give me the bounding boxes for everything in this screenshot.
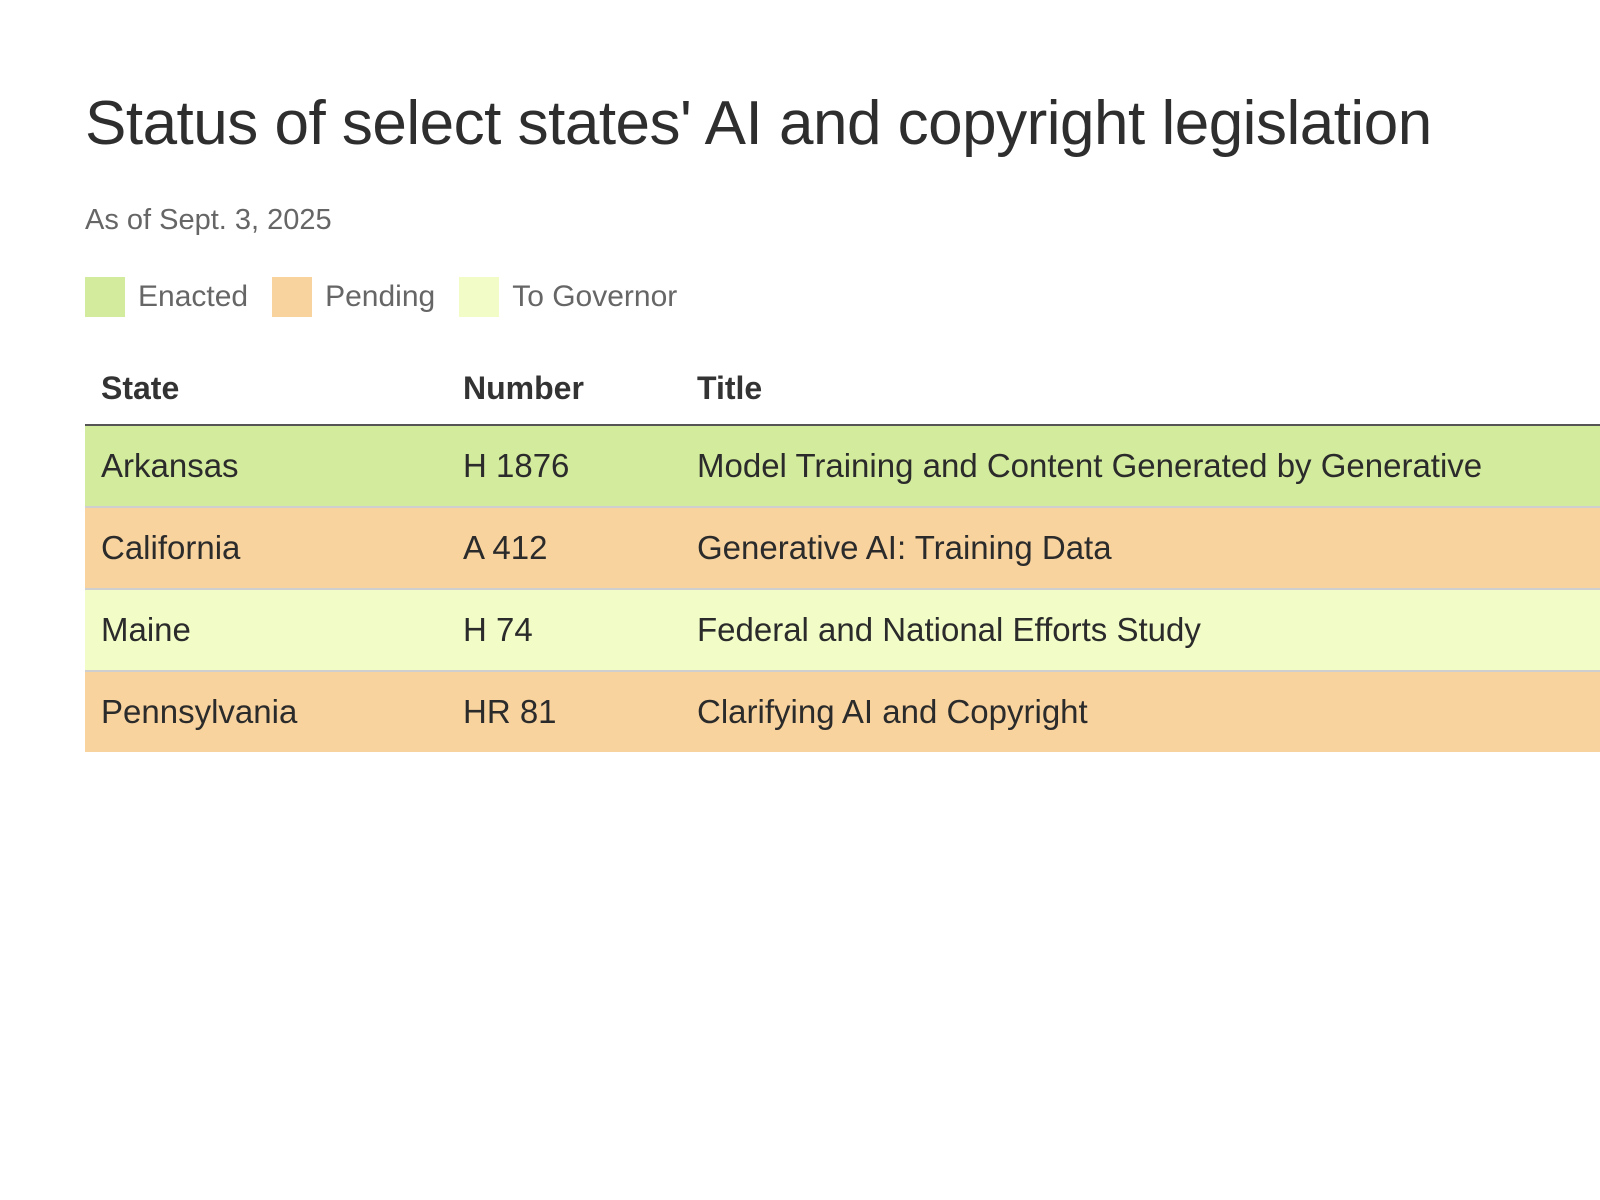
legend-item-to-governor: To Governor [459, 277, 677, 317]
column-header-number: Number [447, 352, 681, 426]
legend-label: Enacted [138, 280, 249, 313]
table-row: Maine H 74 Federal and National Efforts … [85, 589, 1600, 672]
legislation-table: State Number Title Arkansas H 1876 Model… [85, 352, 1600, 752]
legislation-table-wrapper: State Number Title Arkansas H 1876 Model… [85, 352, 1600, 752]
table-row: California A 412 Generative AI: Training… [85, 507, 1600, 590]
table-header-row: State Number Title [85, 352, 1600, 426]
cell-number: HR 81 [447, 671, 681, 752]
legend-swatch-to-governor [459, 277, 500, 317]
cell-number: H 74 [447, 589, 681, 672]
legend-swatch-enacted [85, 277, 125, 317]
cell-state: Pennsylvania [85, 671, 447, 752]
legend-item-pending: Pending [272, 277, 435, 317]
cell-title: Clarifying AI and Copyright [681, 671, 1600, 752]
chart-title: Status of select states' AI and copyrigh… [85, 89, 1432, 158]
cell-state: California [85, 507, 447, 590]
legend: Enacted Pending To Governor [85, 277, 701, 317]
cell-title: Federal and National Efforts Study [681, 589, 1600, 672]
cell-number: A 412 [447, 507, 681, 590]
chart-subtitle: As of Sept. 3, 2025 [85, 204, 332, 236]
legend-swatch-pending [272, 277, 313, 317]
legend-item-enacted: Enacted [85, 277, 248, 317]
legend-label: To Governor [512, 280, 678, 313]
cell-state: Maine [85, 589, 447, 672]
table-row: Arkansas H 1876 Model Training and Conte… [85, 425, 1600, 508]
legend-label: Pending [325, 280, 436, 313]
cell-title: Model Training and Content Generated by … [681, 425, 1600, 508]
table-row: Pennsylvania HR 81 Clarifying AI and Cop… [85, 671, 1600, 752]
column-header-state: State [85, 352, 447, 426]
column-header-title: Title [681, 352, 1600, 426]
cell-number: H 1876 [447, 425, 681, 508]
cell-state: Arkansas [85, 425, 447, 508]
chart-page: Status of select states' AI and copyrigh… [85, 0, 1600, 1200]
cell-title: Generative AI: Training Data [681, 507, 1600, 590]
